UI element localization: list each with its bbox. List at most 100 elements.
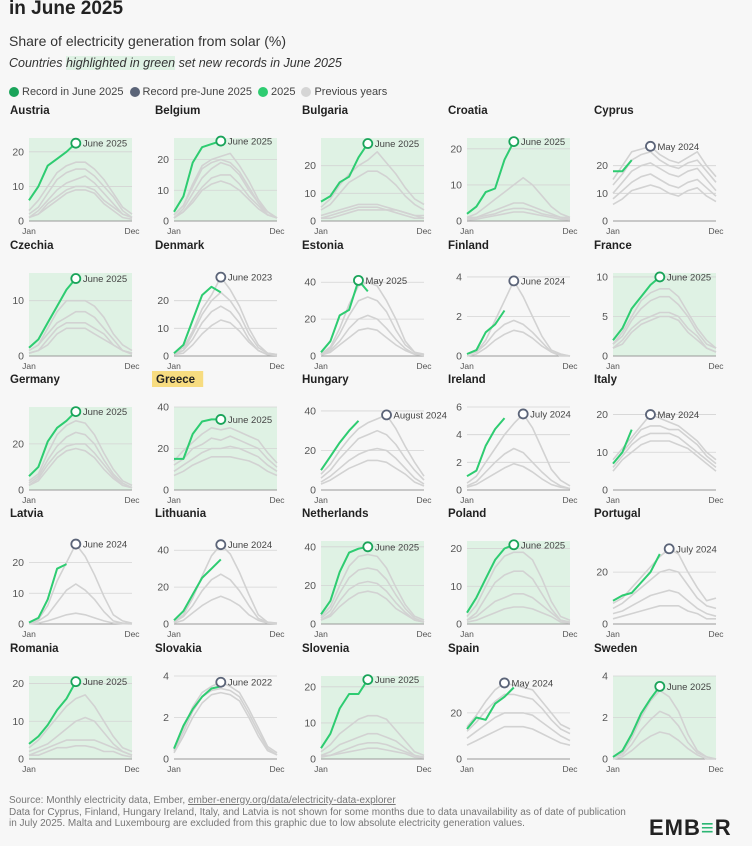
panel-lithuania: Lithuania 0 20 40 Jan Dec June 2024: [155, 508, 285, 639]
record-marker: [353, 274, 364, 286]
y-tick-label: 10: [12, 588, 24, 600]
previous-year-line: [28, 310, 133, 354]
record-marker: [215, 539, 227, 551]
panel-sweden: Sweden 0 2 4 Jan Dec June 2025: [594, 643, 724, 774]
x-tick-label: Jan: [167, 361, 181, 371]
x-tick-label: Jan: [314, 764, 328, 774]
record-marker: [499, 677, 510, 689]
x-tick-label: Jan: [460, 495, 474, 505]
previous-year-line: [28, 543, 133, 624]
legend-dot: [301, 87, 312, 97]
record-label: June 2024: [228, 540, 272, 551]
series-2025-line: [320, 142, 369, 203]
series-2025-line: [320, 679, 369, 749]
panel-germany: Germany 0 20 Jan Dec June 2025: [10, 374, 140, 505]
previous-year-line: [28, 189, 133, 221]
panel-cyprus: Cyprus 0 10 20 Jan Dec May 2024: [594, 105, 724, 236]
y-tick-label: 40: [157, 545, 169, 557]
previous-year-line: [466, 176, 571, 219]
y-tick-label: 10: [450, 179, 462, 191]
record-label: June 2023: [228, 273, 272, 284]
x-tick-label: Dec: [562, 629, 578, 639]
y-tick-label: 0: [163, 216, 169, 228]
record-marker: [362, 138, 374, 149]
previous-year-line: [173, 445, 278, 472]
x-tick-label: Jan: [22, 361, 36, 371]
x-tick-label: Jan: [606, 226, 620, 236]
x-tick-label: Dec: [562, 495, 578, 505]
previous-year-line: [466, 592, 571, 623]
x-tick-label: Dec: [708, 226, 724, 236]
source-link[interactable]: ember-energy.org/data/electricity-data-e…: [187, 795, 396, 806]
previous-year-line: [28, 443, 133, 489]
record-marker: [508, 136, 520, 148]
previous-year-line: [320, 447, 425, 485]
series-2025-line: [28, 563, 67, 624]
record-highlight-bg: [29, 138, 132, 221]
y-tick-label: 10: [157, 323, 169, 335]
series-2025-line: [173, 285, 222, 354]
record-label: June 2025: [375, 139, 419, 150]
note-part2: set new records in June 2025: [175, 56, 342, 70]
x-tick-label: Jan: [606, 629, 620, 639]
footer: Source: Monthly electricity data, Ember,…: [9, 795, 629, 830]
chart-title: in June 2025: [9, 0, 124, 19]
y-tick-label: 2: [163, 712, 169, 724]
panel-spain: Spain 0 20 Jan Dec May 2024: [448, 643, 578, 774]
panel-poland: Poland 0 10 20 Jan Dec June 2025: [448, 508, 578, 639]
series-2025-line: [612, 276, 661, 341]
ember-logo: EMB≡R: [649, 815, 732, 841]
chart-note: Countries highlighted in green set new r…: [9, 56, 342, 70]
panel-romania: Romania 0 10 20 Jan Dec June 2025: [10, 643, 140, 774]
y-tick-label: 0: [18, 619, 24, 631]
previous-year-line: [320, 580, 425, 623]
panel-netherlands: Netherlands 0 20 40 Jan Dec June 2025: [302, 508, 432, 639]
x-tick-label: Dec: [708, 495, 724, 505]
previous-year-line: [612, 589, 717, 617]
record-label: June 2025: [228, 137, 272, 148]
previous-year-line: [28, 327, 133, 356]
previous-year-line: [173, 291, 278, 356]
previous-year-line: [612, 432, 717, 469]
x-tick-label: Jan: [460, 226, 474, 236]
previous-year-line: [320, 170, 425, 211]
previous-year-line: [28, 739, 133, 756]
previous-year-line: [28, 716, 133, 756]
previous-year-line: [612, 425, 717, 465]
previous-year-line: [612, 173, 717, 200]
y-tick-label: 0: [18, 485, 24, 497]
country-title: Italy: [594, 374, 618, 386]
previous-year-line: [320, 151, 425, 208]
legend-label: 2025: [270, 86, 296, 98]
y-tick-label: 20: [157, 295, 169, 307]
previous-year-line: [612, 689, 717, 760]
panel-portugal: Portugal 0 20 Jan Dec July 2024: [594, 508, 724, 639]
previous-year-line: [321, 741, 425, 758]
y-tick-label: 0: [602, 754, 608, 766]
y-tick-label: 0: [602, 619, 608, 631]
y-tick-label: 20: [157, 443, 169, 455]
record-marker: [508, 275, 520, 287]
y-tick-label: 0: [456, 754, 462, 766]
previous-year-line: [320, 314, 425, 356]
previous-year-line: [612, 731, 716, 760]
y-tick-label: 20: [12, 146, 24, 158]
record-marker: [362, 541, 374, 553]
previous-year-line: [320, 714, 425, 757]
y-tick-label: 10: [596, 447, 608, 459]
panel-denmark: Denmark 0 10 20 Jan Dec June 2023: [155, 240, 285, 371]
previous-year-line: [28, 419, 133, 487]
x-tick-label: Dec: [416, 629, 432, 639]
panel-latvia: Latvia 0 10 20 Jan Dec June 2024: [10, 508, 140, 639]
legend-item-previous: Previous years: [301, 86, 387, 98]
country-title: Sweden: [594, 643, 637, 655]
panel-czechia: Czechia 0 10 Jan Dec June 2025: [10, 240, 140, 371]
series-2025-line: [613, 159, 633, 173]
series-2025-line: [28, 681, 77, 745]
legend-item-record-2025: Record in June 2025: [9, 86, 124, 98]
x-tick-label: Dec: [124, 361, 140, 371]
previous-year-line: [466, 413, 571, 487]
x-tick-label: Dec: [124, 495, 140, 505]
previous-year-line: [466, 712, 571, 742]
x-tick-label: Dec: [416, 361, 432, 371]
